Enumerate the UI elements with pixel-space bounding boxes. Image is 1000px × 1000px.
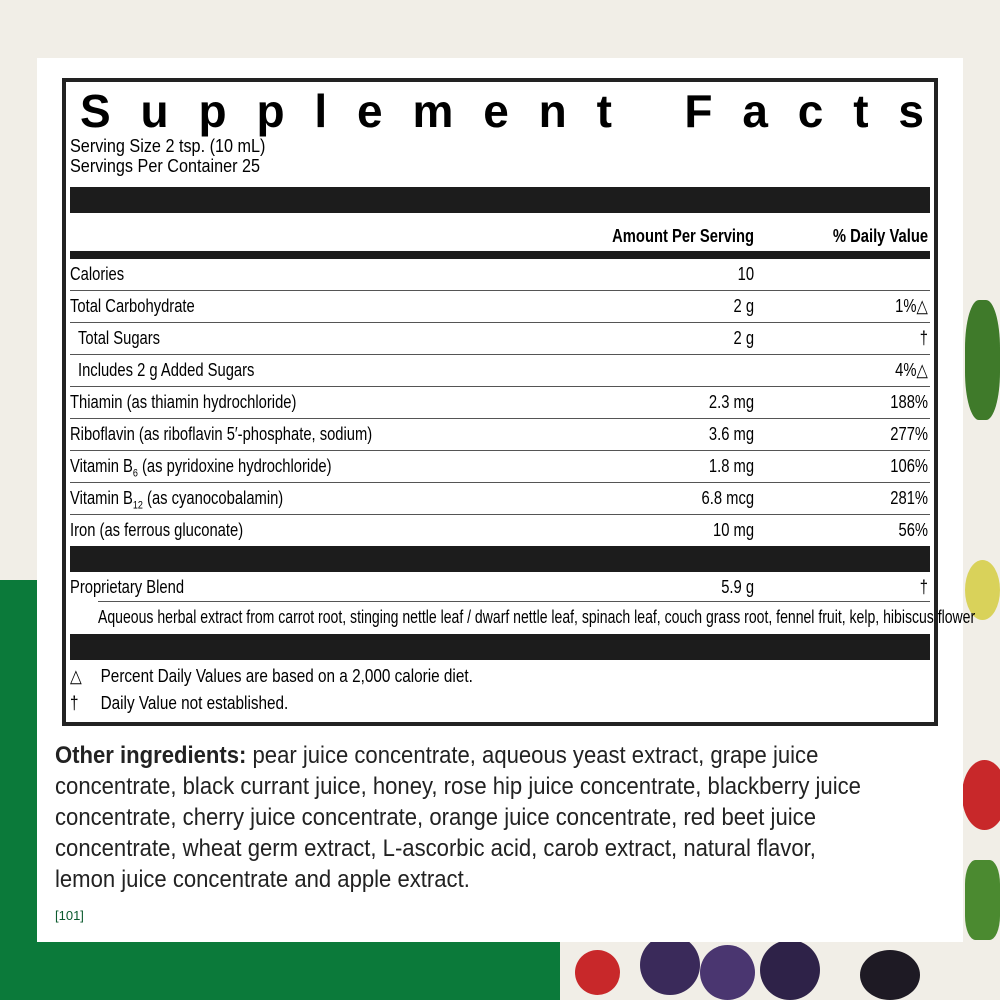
footnote: † Daily Value not established.	[70, 690, 801, 717]
dv-header: % Daily Value	[832, 226, 928, 246]
column-header: Amount Per Serving % Daily Value	[70, 221, 930, 259]
leaf-illustration	[965, 860, 1000, 940]
nutrient-name: Iron (as ferrous gluconate)	[70, 520, 244, 540]
nutrient-dv: 277%	[890, 424, 928, 444]
title-letter	[642, 86, 655, 136]
name-part: Vitamin B	[70, 456, 133, 476]
footnote-text: Percent Daily Values are based on a 2,00…	[100, 666, 473, 686]
name-part: (as cyanocobalamin)	[142, 488, 284, 508]
nutrient-row: Riboflavin (as riboflavin 5′-phosphate, …	[70, 419, 930, 451]
nutrient-row: Calories 10	[70, 259, 930, 291]
nutrient-row: Total Sugars 2 g †	[70, 323, 930, 355]
divider-bar	[70, 634, 930, 660]
nutrient-name: Vitamin B6 (as pyridoxine hydrochloride)	[70, 451, 332, 490]
title-letter: l	[314, 85, 328, 137]
product-code: [101]	[55, 908, 84, 923]
nutrient-name: Includes 2 g Added Sugars	[78, 360, 255, 380]
nutrient-amount: 1.8 mg	[708, 456, 754, 476]
amount-header: Amount Per Serving	[612, 226, 754, 246]
title-letter: e	[483, 85, 509, 137]
nutrient-amount: 10 mg	[712, 520, 754, 540]
title-letter: t	[853, 85, 869, 137]
nutrient-dv: 281%	[890, 488, 928, 508]
nutrient-dv: 56%	[898, 520, 928, 540]
title-letter: s	[898, 85, 924, 137]
title-letter: p	[198, 85, 227, 137]
nutrient-amount: 2 g	[733, 328, 754, 348]
blend-row: Proprietary Blend 5.9 g †	[70, 572, 930, 601]
name-subscript: 6	[132, 467, 138, 480]
title-letter: m	[412, 85, 454, 137]
name-part: (as pyridoxine hydrochloride)	[137, 456, 332, 476]
cherry-illustration	[962, 760, 1000, 830]
nutrient-name: Calories	[70, 264, 125, 284]
nutrient-row: Total Carbohydrate 2 g 1%△	[70, 291, 930, 323]
title-letter: t	[596, 85, 612, 137]
blend-amount: 5.9 g	[721, 577, 754, 597]
flower-illustration	[965, 560, 1000, 620]
nutrient-name: Total Sugars	[78, 328, 161, 348]
title-letter: p	[256, 85, 285, 137]
other-ingredients: Other ingredients: pear juice concentrat…	[55, 740, 874, 895]
serving-size: Serving Size 2 tsp. (10 mL)	[70, 136, 266, 156]
berry-illustration	[700, 945, 755, 1000]
blend-ingredients-text: Aqueous herbal extract from carrot root,…	[98, 607, 976, 627]
nutrient-dv: 106%	[890, 456, 928, 476]
nutrient-name: Total Carbohydrate	[70, 296, 195, 316]
nutrient-amount: 2.3 mg	[708, 392, 754, 412]
name-subscript: 12	[132, 499, 143, 512]
other-ingredients-label: Other ingredients:	[55, 742, 247, 769]
title-letter: e	[357, 85, 383, 137]
nutrient-name: Riboflavin (as riboflavin 5′-phosphate, …	[70, 424, 373, 444]
nutrient-dv: 4%△	[895, 360, 928, 380]
leaf-illustration	[965, 300, 1000, 420]
nutrient-row: Thiamin (as thiamin hydrochloride) 2.3 mg…	[70, 387, 930, 419]
nutrient-amount: 6.8 mcg	[701, 488, 754, 508]
footnote-symbol: †	[70, 693, 79, 713]
nutrient-dv: †	[919, 328, 928, 348]
berry-illustration	[640, 935, 700, 995]
footnote-symbol: △	[70, 666, 82, 686]
berry-illustration	[760, 940, 820, 1000]
name-part: Vitamin B	[70, 488, 133, 508]
other-ingredients-text: pear juice concentrate, aqueous yeast ex…	[55, 742, 861, 893]
nutrient-amount: 2 g	[733, 296, 754, 316]
title-letter: F	[684, 85, 713, 137]
nutrient-row: Iron (as ferrous gluconate) 10 mg 56%	[70, 515, 930, 546]
nutrient-row: Vitamin B12 (as cyanocobalamin) 6.8 mcg 28…	[70, 483, 930, 515]
title-letter: S	[80, 85, 111, 137]
title-letter: a	[742, 85, 768, 137]
title-letter: c	[797, 85, 824, 137]
nutrient-name: Vitamin B12 (as cyanocobalamin)	[70, 483, 283, 522]
nutrient-amount: 10	[737, 264, 754, 284]
blend-dv: †	[919, 577, 928, 597]
nutrient-row: Includes 2 g Added Sugars 4%△	[70, 355, 930, 387]
nutrient-name: Thiamin (as thiamin hydrochloride)	[70, 392, 297, 412]
blend-name: Proprietary Blend	[70, 577, 185, 597]
divider-bar	[70, 187, 930, 213]
blackberry-illustration	[860, 950, 920, 1000]
footnote-text: Daily Value not established.	[100, 693, 289, 713]
nutrient-dv: 188%	[890, 392, 928, 412]
title-letter: n	[538, 85, 567, 137]
nutrient-dv: 1%△	[895, 296, 928, 316]
title-letter: u	[140, 85, 169, 137]
blend-ingredients: Aqueous herbal extract from carrot root,…	[98, 601, 975, 634]
servings-per-container: Servings Per Container 25	[70, 156, 261, 176]
divider-bar	[70, 546, 930, 572]
footnote: △ Percent Daily Values are based on a 2,0…	[70, 663, 801, 690]
nutrient-amount: 3.6 mg	[708, 424, 754, 444]
nutrient-row: Vitamin B6 (as pyridoxine hydrochloride)…	[70, 451, 930, 483]
cherry-illustration	[575, 950, 620, 995]
